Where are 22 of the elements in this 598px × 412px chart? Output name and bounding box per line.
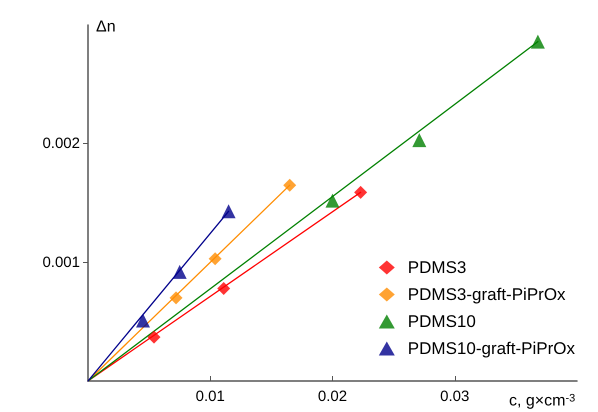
y-axis-title: Δn — [96, 18, 116, 36]
point — [170, 291, 183, 304]
legend-label: PDMS10 — [408, 312, 476, 331]
point — [217, 282, 230, 295]
point — [172, 264, 187, 279]
x-tick-label: 0.01 — [196, 388, 225, 405]
point — [222, 204, 236, 218]
point — [412, 133, 426, 148]
y-tick-label: 0.002 — [42, 135, 80, 152]
y-tick-label: 0.001 — [42, 254, 80, 271]
point — [136, 313, 150, 328]
x-tick-label: 0.02 — [318, 388, 348, 405]
point — [326, 194, 340, 208]
legend-label: PDMS10-graft-PiPrOx — [408, 339, 576, 358]
point — [283, 178, 296, 192]
legend-label: PDMS3 — [408, 258, 466, 277]
point — [208, 252, 222, 266]
point — [354, 186, 368, 199]
point — [530, 34, 545, 49]
point — [148, 330, 161, 344]
x-tick-label: 0.03 — [440, 388, 470, 405]
legend-label: PDMS3-graft-PiPrOx — [408, 285, 566, 304]
